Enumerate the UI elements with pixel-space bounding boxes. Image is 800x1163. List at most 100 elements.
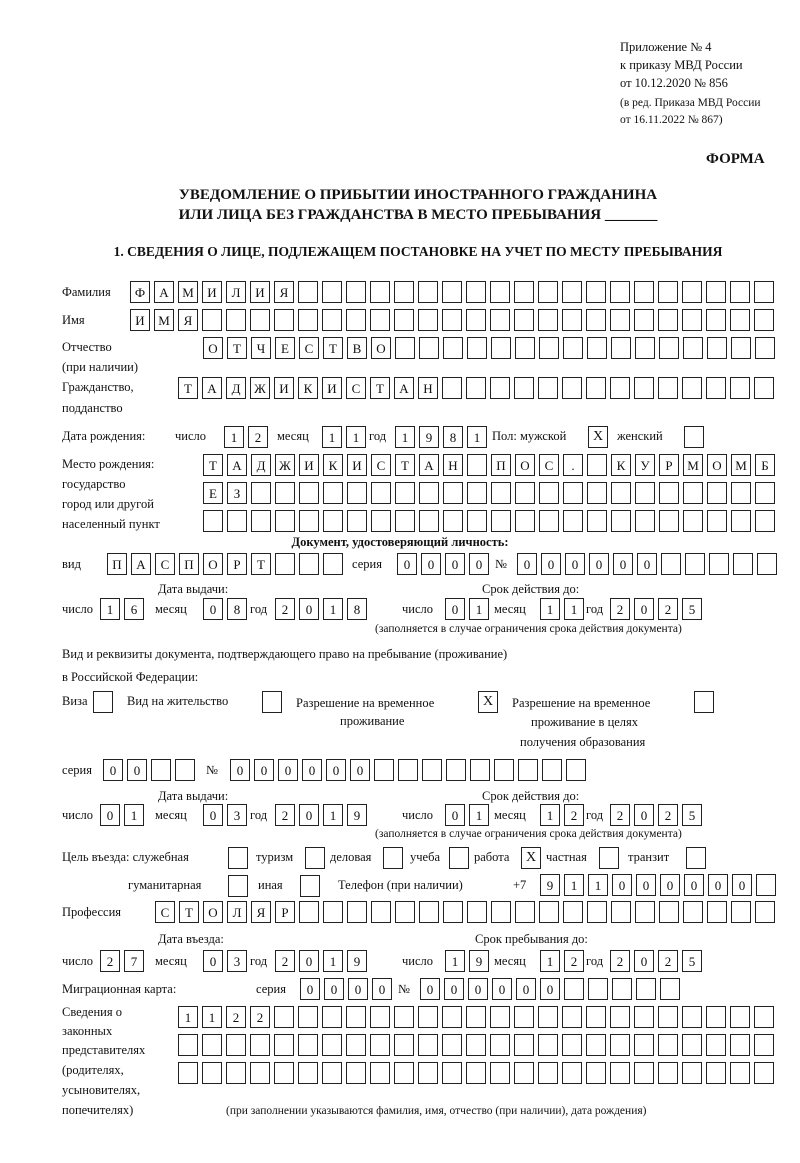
char-cell[interactable]: 0 bbox=[324, 978, 344, 1000]
char-cell[interactable] bbox=[394, 1034, 414, 1056]
char-cell[interactable] bbox=[587, 337, 607, 359]
char-cell[interactable]: 1 bbox=[540, 950, 560, 972]
char-cell[interactable]: О bbox=[371, 337, 391, 359]
char-cell[interactable] bbox=[683, 482, 703, 504]
char-cell[interactable] bbox=[394, 1062, 414, 1084]
char-cell[interactable] bbox=[274, 1062, 294, 1084]
char-cell[interactable] bbox=[151, 759, 171, 781]
char-cell[interactable] bbox=[730, 309, 750, 331]
char-cell[interactable]: 1 bbox=[467, 426, 487, 448]
char-cell[interactable] bbox=[298, 1034, 318, 1056]
char-cell[interactable] bbox=[707, 482, 727, 504]
char-cell[interactable] bbox=[538, 281, 558, 303]
char-cell[interactable] bbox=[756, 874, 776, 896]
char-cell[interactable] bbox=[251, 482, 271, 504]
char-cell[interactable] bbox=[588, 978, 608, 1000]
char-cell[interactable] bbox=[466, 1006, 486, 1028]
char-cell[interactable]: 0 bbox=[230, 759, 250, 781]
char-cell[interactable] bbox=[395, 482, 415, 504]
char-cell[interactable] bbox=[514, 309, 534, 331]
char-cell[interactable] bbox=[731, 337, 751, 359]
char-cell[interactable]: М bbox=[154, 309, 174, 331]
char-cell[interactable] bbox=[175, 759, 195, 781]
char-cell[interactable] bbox=[707, 510, 727, 532]
char-cell[interactable] bbox=[298, 1006, 318, 1028]
char-cell[interactable] bbox=[226, 1062, 246, 1084]
char-cell[interactable]: 0 bbox=[634, 950, 654, 972]
char-cell[interactable]: 0 bbox=[565, 553, 585, 575]
char-cell[interactable] bbox=[562, 1062, 582, 1084]
char-cell[interactable]: 0 bbox=[732, 874, 752, 896]
sex-male-checkbox[interactable]: X bbox=[588, 426, 608, 448]
char-cell[interactable]: 0 bbox=[708, 874, 728, 896]
char-cell[interactable]: О bbox=[515, 454, 535, 476]
char-cell[interactable]: 1 bbox=[346, 426, 366, 448]
char-cell[interactable] bbox=[370, 1006, 390, 1028]
char-cell[interactable] bbox=[634, 281, 654, 303]
char-cell[interactable] bbox=[539, 482, 559, 504]
char-cell[interactable] bbox=[563, 510, 583, 532]
char-cell[interactable] bbox=[539, 901, 559, 923]
purpose-tourism-checkbox[interactable] bbox=[305, 847, 325, 869]
char-cell[interactable] bbox=[586, 309, 606, 331]
char-cell[interactable]: С bbox=[155, 901, 175, 923]
char-cell[interactable] bbox=[634, 377, 654, 399]
char-cell[interactable]: А bbox=[394, 377, 414, 399]
char-cell[interactable] bbox=[707, 337, 727, 359]
char-cell[interactable] bbox=[370, 1034, 390, 1056]
char-cell[interactable]: 1 bbox=[540, 804, 560, 826]
char-cell[interactable] bbox=[635, 482, 655, 504]
char-cell[interactable]: И bbox=[347, 454, 367, 476]
char-cell[interactable]: 0 bbox=[612, 874, 632, 896]
char-cell[interactable]: 2 bbox=[250, 1006, 270, 1028]
char-cell[interactable]: 0 bbox=[421, 553, 441, 575]
char-cell[interactable] bbox=[418, 1062, 438, 1084]
char-cell[interactable]: 9 bbox=[347, 950, 367, 972]
char-cell[interactable]: М bbox=[683, 454, 703, 476]
char-cell[interactable]: 0 bbox=[103, 759, 123, 781]
char-cell[interactable]: 3 bbox=[227, 804, 247, 826]
char-cell[interactable] bbox=[514, 1034, 534, 1056]
char-cell[interactable] bbox=[610, 281, 630, 303]
char-cell[interactable] bbox=[442, 377, 462, 399]
char-cell[interactable] bbox=[467, 454, 487, 476]
char-cell[interactable]: Т bbox=[203, 454, 223, 476]
char-cell[interactable] bbox=[418, 281, 438, 303]
char-cell[interactable] bbox=[371, 482, 391, 504]
char-cell[interactable] bbox=[347, 901, 367, 923]
char-cell[interactable] bbox=[636, 978, 656, 1000]
char-cell[interactable] bbox=[466, 377, 486, 399]
char-cell[interactable] bbox=[395, 510, 415, 532]
char-cell[interactable] bbox=[322, 309, 342, 331]
char-cell[interactable] bbox=[226, 1034, 246, 1056]
char-cell[interactable] bbox=[730, 377, 750, 399]
sex-female-checkbox[interactable] bbox=[684, 426, 704, 448]
char-cell[interactable] bbox=[323, 510, 343, 532]
char-cell[interactable]: Р bbox=[659, 454, 679, 476]
char-cell[interactable] bbox=[250, 309, 270, 331]
char-cell[interactable]: 1 bbox=[323, 598, 343, 620]
char-cell[interactable]: Н bbox=[443, 454, 463, 476]
purpose-business-checkbox[interactable] bbox=[383, 847, 403, 869]
char-cell[interactable]: 2 bbox=[564, 950, 584, 972]
char-cell[interactable]: 0 bbox=[299, 950, 319, 972]
char-cell[interactable]: И bbox=[250, 281, 270, 303]
char-cell[interactable] bbox=[661, 553, 681, 575]
char-cell[interactable] bbox=[586, 281, 606, 303]
char-cell[interactable]: Н bbox=[418, 377, 438, 399]
char-cell[interactable] bbox=[491, 510, 511, 532]
char-cell[interactable]: О bbox=[203, 553, 223, 575]
residence-checkbox[interactable] bbox=[262, 691, 282, 713]
char-cell[interactable] bbox=[683, 510, 703, 532]
